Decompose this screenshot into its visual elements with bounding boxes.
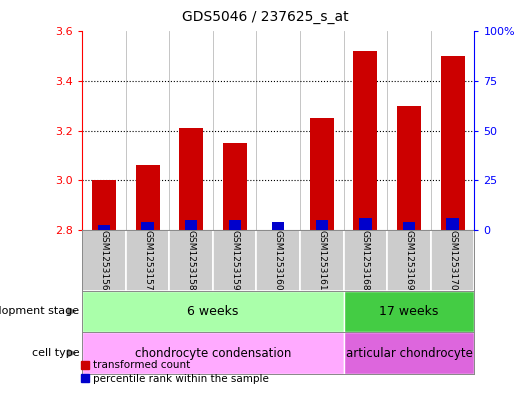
Bar <box>136 165 160 230</box>
Text: GSM1253159: GSM1253159 <box>230 230 239 291</box>
Bar <box>359 217 372 230</box>
Text: articular chondrocyte: articular chondrocyte <box>346 347 472 360</box>
Bar <box>446 217 458 230</box>
Text: GSM1253157: GSM1253157 <box>143 230 152 291</box>
Text: development stage: development stage <box>0 307 80 316</box>
Bar <box>431 230 474 291</box>
Bar <box>82 230 126 291</box>
Bar <box>185 220 197 230</box>
Text: GSM1253169: GSM1253169 <box>404 230 413 291</box>
Bar <box>82 291 343 332</box>
Bar <box>343 332 474 374</box>
Bar <box>440 56 465 230</box>
Text: 17 weeks: 17 weeks <box>379 305 439 318</box>
Bar <box>343 230 387 291</box>
Bar <box>126 230 169 291</box>
Text: GSM1253170: GSM1253170 <box>448 230 457 291</box>
Bar <box>223 143 246 230</box>
Bar <box>92 180 116 230</box>
Bar <box>387 230 431 291</box>
Text: chondrocyte condensation: chondrocyte condensation <box>135 347 291 360</box>
Bar <box>316 220 328 230</box>
Bar <box>169 230 213 291</box>
Bar <box>98 225 110 230</box>
Legend: transformed count, percentile rank within the sample: transformed count, percentile rank withi… <box>77 356 273 388</box>
Text: GDS5046 / 237625_s_at: GDS5046 / 237625_s_at <box>182 10 348 24</box>
Bar <box>397 106 421 230</box>
Bar <box>310 118 334 230</box>
Bar <box>179 128 203 230</box>
Bar <box>82 332 343 374</box>
Bar <box>213 230 257 291</box>
Text: GSM1253161: GSM1253161 <box>317 230 326 291</box>
Bar <box>354 51 377 230</box>
Bar <box>142 222 154 230</box>
Text: 6 weeks: 6 weeks <box>187 305 239 318</box>
Text: GSM1253160: GSM1253160 <box>274 230 282 291</box>
Bar <box>343 291 474 332</box>
Text: GSM1253158: GSM1253158 <box>187 230 196 291</box>
Text: GSM1253156: GSM1253156 <box>100 230 109 291</box>
Text: GSM1253168: GSM1253168 <box>361 230 370 291</box>
Text: cell type: cell type <box>32 348 80 358</box>
Bar <box>257 230 300 291</box>
Bar <box>403 222 415 230</box>
Bar <box>300 230 343 291</box>
Bar <box>228 220 241 230</box>
Bar <box>272 222 285 230</box>
